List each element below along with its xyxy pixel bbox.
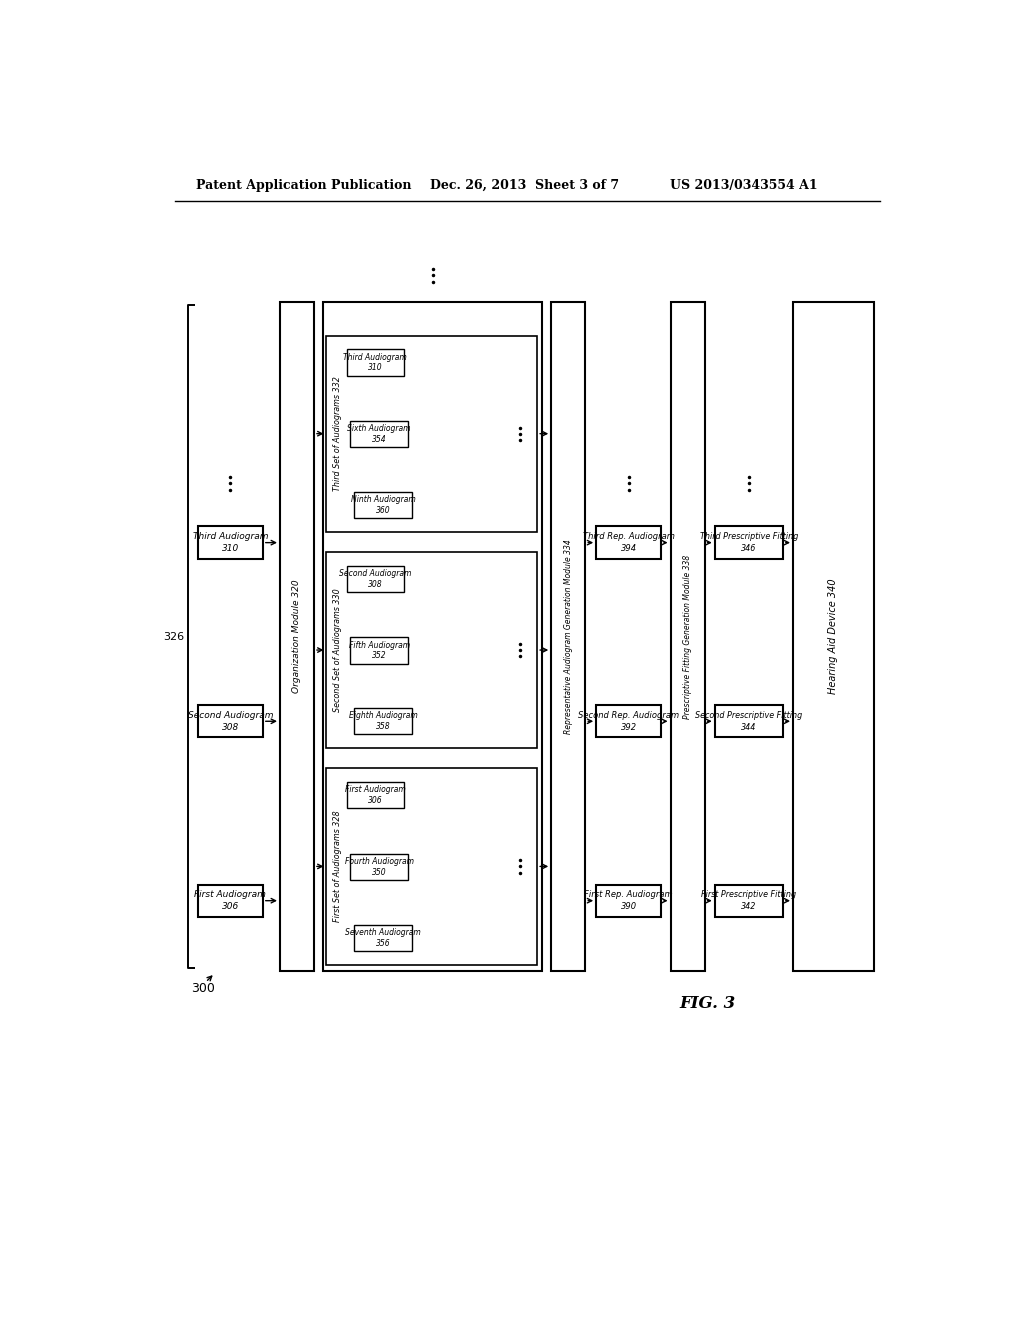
Text: Patent Application Publication: Patent Application Publication [197, 178, 412, 191]
Text: Third Prescriptive Fitting: Third Prescriptive Fitting [699, 532, 798, 541]
Text: Second Set of Audiograms 330: Second Set of Audiograms 330 [334, 589, 342, 711]
Bar [198, 884, 263, 917]
Bar [596, 705, 662, 738]
Text: 310: 310 [368, 363, 383, 372]
Text: 392: 392 [621, 723, 637, 731]
Text: Representative Audiogram Generation Module 334: Representative Audiogram Generation Modu… [563, 539, 572, 734]
Bar [350, 421, 408, 447]
Bar [551, 302, 586, 970]
Bar [327, 552, 538, 748]
Text: 300: 300 [191, 982, 215, 995]
Text: 358: 358 [376, 722, 390, 731]
Text: First Set of Audiograms 328: First Set of Audiograms 328 [334, 810, 342, 923]
Bar [671, 302, 705, 970]
Text: First Prescriptive Fitting: First Prescriptive Fitting [701, 890, 797, 899]
Text: Second Prescriptive Fitting: Second Prescriptive Fitting [695, 710, 803, 719]
Bar [327, 335, 538, 532]
Text: Prescriptive Fitting Generation Module 338: Prescriptive Fitting Generation Module 3… [683, 554, 692, 718]
Text: 352: 352 [372, 651, 386, 660]
Text: Second Audiogram: Second Audiogram [187, 710, 273, 719]
Text: 360: 360 [376, 506, 390, 515]
Text: 306: 306 [368, 796, 383, 805]
Text: Organization Module 320: Organization Module 320 [293, 579, 301, 693]
Text: 326: 326 [164, 631, 184, 642]
Bar [354, 709, 412, 734]
Text: 306: 306 [221, 903, 239, 911]
Text: 356: 356 [376, 939, 390, 948]
Bar [596, 527, 662, 558]
Bar [198, 705, 263, 738]
Text: 308: 308 [221, 723, 239, 731]
Text: Seventh Audiogram: Seventh Audiogram [345, 928, 421, 937]
Text: Third Audiogram: Third Audiogram [343, 352, 408, 362]
Bar [280, 302, 314, 970]
Bar [346, 566, 403, 591]
Text: 350: 350 [372, 867, 386, 876]
Bar [596, 884, 662, 917]
Text: FIG. 3: FIG. 3 [680, 995, 736, 1012]
Bar [324, 302, 542, 970]
Bar [346, 350, 403, 376]
Bar [198, 527, 263, 558]
Bar [715, 527, 783, 558]
Text: Second Audiogram: Second Audiogram [339, 569, 412, 578]
Text: Dec. 26, 2013  Sheet 3 of 7: Dec. 26, 2013 Sheet 3 of 7 [430, 178, 620, 191]
Text: Second Rep. Audiogram: Second Rep. Audiogram [579, 710, 679, 719]
Bar [327, 768, 538, 965]
Text: 342: 342 [741, 903, 757, 911]
Text: First Rep. Audiogram: First Rep. Audiogram [585, 890, 673, 899]
Text: 394: 394 [621, 544, 637, 553]
Text: Ninth Audiogram: Ninth Audiogram [350, 495, 416, 504]
Bar [715, 884, 783, 917]
Text: Sixth Audiogram: Sixth Audiogram [347, 424, 411, 433]
Text: First Audiogram: First Audiogram [345, 785, 406, 795]
Bar [354, 924, 412, 950]
Text: Eighth Audiogram: Eighth Audiogram [348, 711, 418, 721]
Text: 310: 310 [221, 544, 239, 553]
Text: 354: 354 [372, 436, 386, 444]
Bar [350, 854, 408, 880]
Text: US 2013/0343554 A1: US 2013/0343554 A1 [671, 178, 818, 191]
Text: Third Set of Audiograms 332: Third Set of Audiograms 332 [334, 376, 342, 491]
Bar [354, 492, 412, 517]
Bar [793, 302, 873, 970]
Text: 346: 346 [741, 544, 757, 553]
Text: First Audiogram: First Audiogram [195, 890, 266, 899]
Text: Fifth Audiogram: Fifth Audiogram [348, 640, 410, 649]
Text: Fourth Audiogram: Fourth Audiogram [345, 857, 414, 866]
Text: Third Rep. Audiogram: Third Rep. Audiogram [583, 532, 675, 541]
Text: 390: 390 [621, 903, 637, 911]
Bar [346, 781, 403, 808]
Text: 344: 344 [741, 723, 757, 731]
Text: Hearing Aid Device 340: Hearing Aid Device 340 [828, 578, 839, 694]
Text: Third Audiogram: Third Audiogram [193, 532, 268, 541]
Bar [350, 638, 408, 664]
Text: 308: 308 [368, 579, 383, 589]
Bar [715, 705, 783, 738]
